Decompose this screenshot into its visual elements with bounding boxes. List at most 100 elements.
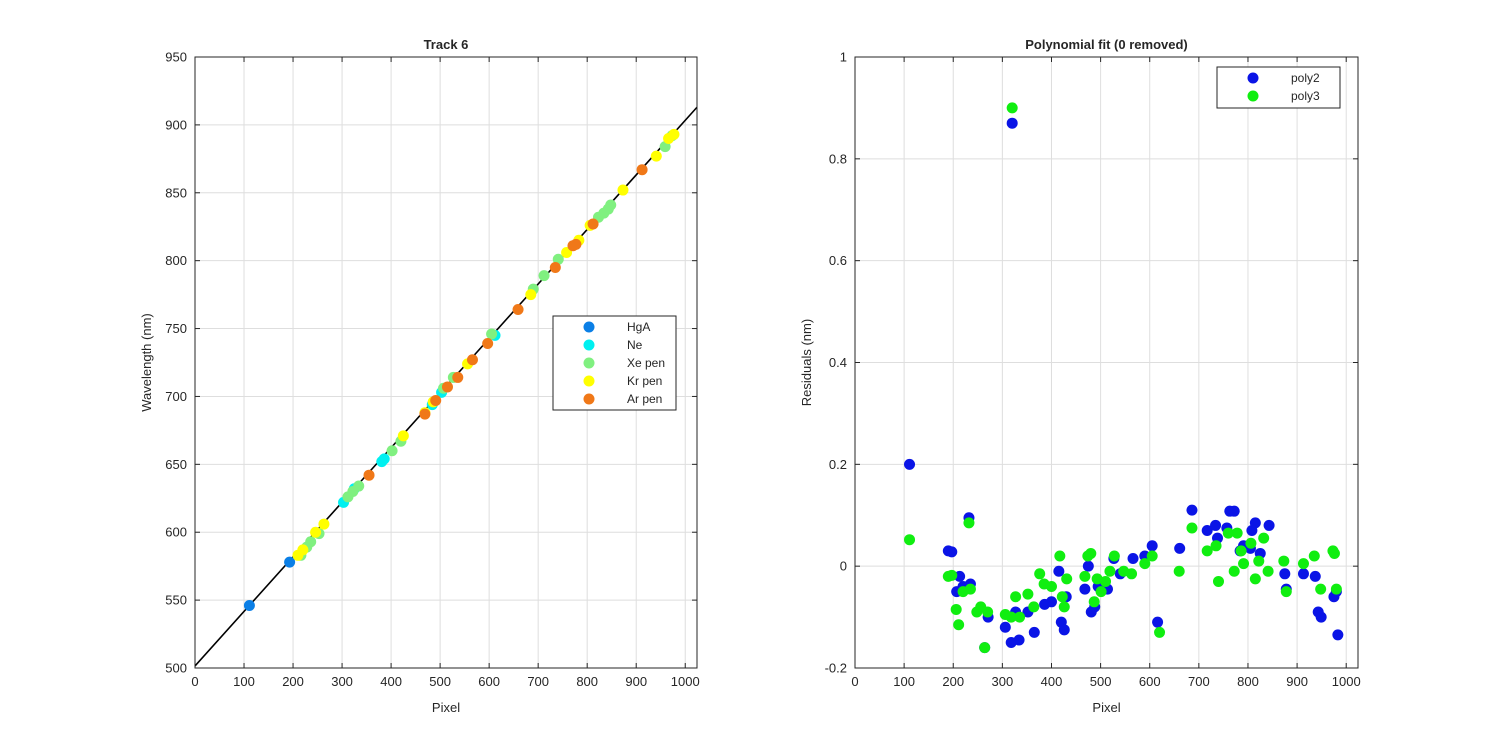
data-point xyxy=(284,556,296,568)
legend-marker xyxy=(583,339,595,351)
data-point xyxy=(950,603,962,615)
data-point xyxy=(1028,601,1040,613)
data-point xyxy=(1253,555,1265,567)
legend-label: Xe pen xyxy=(627,356,665,370)
data-point xyxy=(1058,624,1070,636)
data-point xyxy=(963,517,975,529)
x-tick-label: 900 xyxy=(625,674,647,689)
data-point xyxy=(525,289,537,301)
y-axis-label: Wavelength (nm) xyxy=(139,313,154,412)
data-point xyxy=(1228,565,1240,577)
data-point xyxy=(1061,573,1073,585)
data-point xyxy=(617,184,629,196)
y-tick-label: 900 xyxy=(165,117,187,132)
legend-marker xyxy=(583,321,595,333)
data-point xyxy=(1139,558,1151,570)
legend-box xyxy=(1216,66,1341,109)
data-point xyxy=(452,371,464,383)
data-point xyxy=(1045,596,1057,608)
data-point xyxy=(964,583,976,595)
data-point xyxy=(512,304,524,316)
legend: poly2 poly3 xyxy=(1216,66,1341,109)
data-point xyxy=(587,218,599,230)
data-point xyxy=(1173,565,1185,577)
data-point xyxy=(1104,565,1116,577)
data-point xyxy=(1201,525,1213,537)
y-tick-label: 0.6 xyxy=(829,253,847,268)
legend-marker xyxy=(583,393,595,405)
y-tick-label: 0.8 xyxy=(829,151,847,166)
data-point xyxy=(1058,601,1070,613)
data-point xyxy=(650,150,662,162)
series-ar-pen xyxy=(363,164,648,481)
x-tick-label: 500 xyxy=(429,674,451,689)
data-point xyxy=(1186,522,1198,534)
data-point xyxy=(353,480,365,492)
x-tick-label: 0 xyxy=(191,674,198,689)
data-point xyxy=(982,606,994,618)
data-point xyxy=(1315,611,1327,623)
legend-label: poly2 xyxy=(1291,71,1320,85)
data-point xyxy=(1006,117,1018,129)
x-tick-label: 500 xyxy=(1090,674,1112,689)
y-tick-label: -0.2 xyxy=(825,661,847,676)
legend-marker xyxy=(1247,90,1259,102)
x-tick-label: 600 xyxy=(478,674,500,689)
data-point xyxy=(1100,575,1112,587)
legend-label: poly3 xyxy=(1291,89,1320,103)
legend-marker xyxy=(583,357,595,369)
data-point xyxy=(1152,616,1164,628)
data-point xyxy=(904,458,916,470)
data-point xyxy=(1308,550,1320,562)
data-point xyxy=(904,534,916,546)
data-point xyxy=(1056,591,1068,603)
data-point xyxy=(549,261,561,273)
data-point xyxy=(1315,583,1327,595)
x-tick-label: 200 xyxy=(942,674,964,689)
grid xyxy=(195,57,697,668)
data-point xyxy=(430,395,442,407)
x-tick-label: 300 xyxy=(331,674,353,689)
data-point xyxy=(1249,517,1261,529)
data-point xyxy=(1238,558,1250,570)
data-point xyxy=(979,642,991,654)
x-tick-label: 200 xyxy=(282,674,304,689)
data-point xyxy=(1028,626,1040,638)
data-point xyxy=(1249,573,1261,585)
data-point xyxy=(999,621,1011,633)
data-point xyxy=(1245,537,1257,549)
legend-label: HgA xyxy=(627,320,650,334)
axes-frame xyxy=(194,56,698,669)
data-point xyxy=(1278,555,1290,567)
data-point xyxy=(1330,583,1342,595)
data-point xyxy=(1258,532,1270,544)
data-point xyxy=(668,128,680,140)
data-point xyxy=(419,408,431,420)
data-point xyxy=(1210,519,1222,531)
y-tick-label: 0.2 xyxy=(829,457,847,472)
data-point xyxy=(1186,504,1198,516)
x-tick-label: 100 xyxy=(233,674,255,689)
x-tick-label: 1000 xyxy=(1332,674,1361,689)
x-tick-label: 800 xyxy=(576,674,598,689)
y-tick-label: 750 xyxy=(165,321,187,336)
y-tick-label: 1 xyxy=(840,50,847,65)
legend-marker xyxy=(583,375,595,387)
data-point xyxy=(1127,553,1139,565)
data-point xyxy=(318,518,330,530)
data-point xyxy=(1222,527,1234,539)
data-point xyxy=(305,536,317,548)
data-point xyxy=(1014,611,1026,623)
data-point xyxy=(1126,568,1138,580)
x-axis-label: Pixel xyxy=(1092,700,1120,715)
data-point xyxy=(1280,586,1292,598)
legend: HgA Ne Xe pen Kr pen Ar pen xyxy=(552,315,677,411)
data-point xyxy=(946,546,958,558)
data-point xyxy=(1088,596,1100,608)
y-tick-label: 850 xyxy=(165,185,187,200)
data-point xyxy=(1332,629,1344,641)
data-point xyxy=(1279,568,1291,580)
data-point xyxy=(297,544,309,556)
data-point xyxy=(1054,550,1066,562)
